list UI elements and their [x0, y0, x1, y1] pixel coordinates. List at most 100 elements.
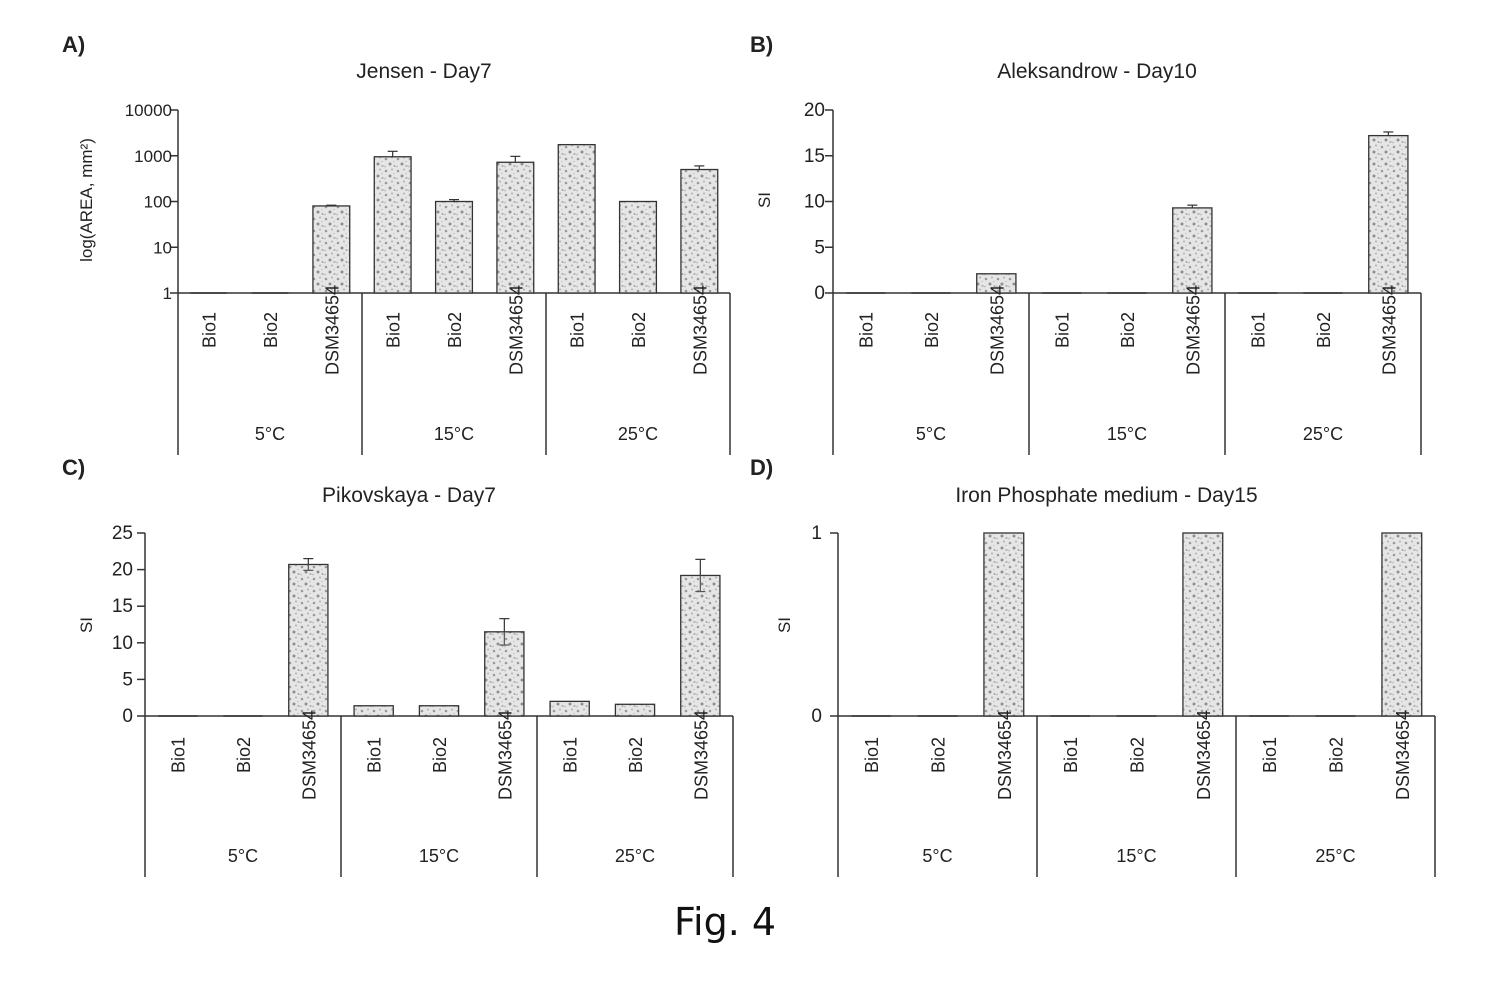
panel-d-title: Iron Phosphate medium - Day15: [955, 484, 1257, 507]
panel-d-ylabel: SI: [775, 617, 794, 633]
panel-d-category-label: Bio1: [1260, 737, 1280, 773]
panel-b-category-label: Bio1: [857, 312, 877, 348]
panel-b-y-tick-label: 5: [814, 237, 825, 258]
panel-b-category-label: Bio1: [1053, 312, 1073, 348]
panel-c-category-label: Bio1: [365, 737, 385, 773]
panel-a-group-label: 15°C: [434, 424, 474, 444]
panel-c: C)Pikovskaya - Day7SI0510152025Bio1Bio2D…: [62, 455, 733, 877]
panel-d: D) Iron Phosphate medium - Day15 SI 0 1 Bio1 B…: [750, 455, 1435, 877]
panel-b-y-tick-label: 10: [804, 192, 825, 213]
panel-d-category-label: Bio2: [929, 737, 949, 773]
panel-a-bar: [313, 206, 350, 293]
panel-c-y-tick-label: 25: [112, 523, 133, 544]
panel-c-ylabel: SI: [77, 617, 96, 633]
panel-c-group-label: 5°C: [228, 846, 258, 866]
panel-b-title: Aleksandrow - Day10: [997, 60, 1197, 83]
panel-d-category-label: DSM34654: [1393, 710, 1413, 800]
panel-b-ylabel: SI: [755, 192, 774, 208]
panel-a-group-label: 5°C: [255, 424, 285, 444]
panel-a-bar: [436, 202, 473, 294]
panel-b-bar: [1173, 208, 1212, 293]
panel-b-category-label: DSM34654: [1183, 285, 1203, 375]
panel-a-bar: [620, 202, 657, 294]
panel-a-title: Jensen - Day7: [356, 60, 491, 83]
panel-a-category-label: DSM34654: [506, 285, 526, 375]
panel-b-category-label: Bio2: [922, 312, 942, 348]
panel-c-bar: [354, 706, 393, 716]
panel-d-category-label: Bio1: [862, 737, 882, 773]
panel-d-category-label: DSM34654: [1194, 710, 1214, 800]
panel-c-bar: [550, 701, 589, 716]
panel-a-category-label: Bio1: [200, 312, 220, 348]
panel-d-group-label: 5°C: [922, 846, 952, 866]
panel-b-bar: [1369, 136, 1408, 293]
panel-a-bar: [374, 157, 411, 293]
panel-d-category-label: DSM34654: [995, 710, 1015, 800]
panel-a-group-label: 25°C: [618, 424, 658, 444]
panel-c-label: C): [62, 455, 85, 480]
panel-c-category-label: Bio1: [561, 737, 581, 773]
panel-d-y-tick-label: 1: [811, 523, 822, 544]
panel-a-y-tick-label: 10000: [125, 101, 172, 120]
panel-d-category-label: Bio2: [1327, 737, 1347, 773]
panel-b-y-tick-label: 0: [814, 283, 825, 304]
panel-b-y-tick-label: 20: [804, 100, 825, 121]
panel-d-bar: [1183, 533, 1223, 716]
panel-d-group-label: 25°C: [1315, 846, 1355, 866]
panel-c-category-label: Bio2: [234, 737, 254, 773]
panel-b-label: B): [750, 32, 773, 57]
panel-c-y-tick-label: 15: [112, 596, 133, 617]
panel-a-category-label: Bio1: [568, 312, 588, 348]
figure-caption: Fig. 4: [0, 900, 1450, 944]
panel-a-category-label: Bio1: [384, 312, 404, 348]
panel-b-category-label: DSM34654: [987, 285, 1007, 375]
panel-d-label: D): [750, 455, 773, 480]
panel-c-category-label: DSM34654: [299, 710, 319, 800]
panel-c-category-label: DSM34654: [691, 710, 711, 800]
panel-a: A) Jensen - Day7 log(AREA, mm²) 1 10 100 1000 1…: [62, 32, 730, 455]
panel-d-bar: [1382, 533, 1422, 716]
panel-b: B) Aleksandrow - Day10 SI 0 5 10 15 20 Bio1 Bio2 D…: [750, 32, 1421, 455]
panel-b-category-label: Bio1: [1249, 312, 1269, 348]
panel-a-label: A): [62, 32, 85, 57]
panel-a-category-label: Bio2: [261, 312, 281, 348]
panel-a-bar: [497, 162, 534, 293]
panel-b-category-label: DSM34654: [1379, 285, 1399, 375]
panel-a-y-tick-label: 1: [163, 284, 172, 303]
panel-d-category-label: Bio2: [1128, 737, 1148, 773]
panel-a-category-label: DSM34654: [690, 285, 710, 375]
panel-c-category-label: Bio2: [626, 737, 646, 773]
panel-c-bar: [419, 706, 458, 716]
panel-c-category-label: DSM34654: [495, 710, 515, 800]
panel-b-category-label: Bio2: [1118, 312, 1138, 348]
panel-a-y-tick-label: 10: [153, 238, 172, 257]
panel-c-category-label: Bio2: [430, 737, 450, 773]
panel-a-y-tick-label: 100: [144, 193, 172, 212]
panel-b-group-label: 15°C: [1107, 424, 1147, 444]
panel-b-category-label: Bio2: [1314, 312, 1334, 348]
chart-panels: A)Jensen - Day7log(AREA, mm²)11010010001…: [62, 32, 1435, 877]
panel-d-y-tick-label: 0: [811, 706, 822, 727]
panel-c-y-tick-label: 10: [112, 633, 133, 654]
panel-a-y-tick-label: 1000: [134, 147, 172, 166]
panel-c-y-tick-label: 0: [122, 706, 133, 727]
panel-d-bar: [984, 533, 1024, 716]
panel-a-bar: [681, 170, 718, 293]
panel-a-category-label: DSM34654: [322, 285, 342, 375]
panel-c-bar: [615, 704, 654, 716]
panel-c-group-label: 25°C: [615, 846, 655, 866]
panel-c-title: Pikovskaya - Day7: [322, 484, 496, 507]
panel-c-y-tick-label: 20: [112, 560, 133, 581]
panel-a-category-label: Bio2: [445, 312, 465, 348]
panel-c-category-label: Bio1: [169, 737, 189, 773]
panel-c-bar: [289, 564, 328, 716]
panel-a-category-label: Bio2: [629, 312, 649, 348]
panel-c-group-label: 15°C: [419, 846, 459, 866]
panel-b-group-label: 5°C: [916, 424, 946, 444]
panel-b-y-tick-label: 15: [804, 146, 825, 167]
panel-d-group-label: 15°C: [1116, 846, 1156, 866]
panel-d-category-label: Bio1: [1061, 737, 1081, 773]
panel-c-bar: [681, 575, 720, 716]
panel-a-ylabel: log(AREA, mm²): [77, 138, 96, 262]
